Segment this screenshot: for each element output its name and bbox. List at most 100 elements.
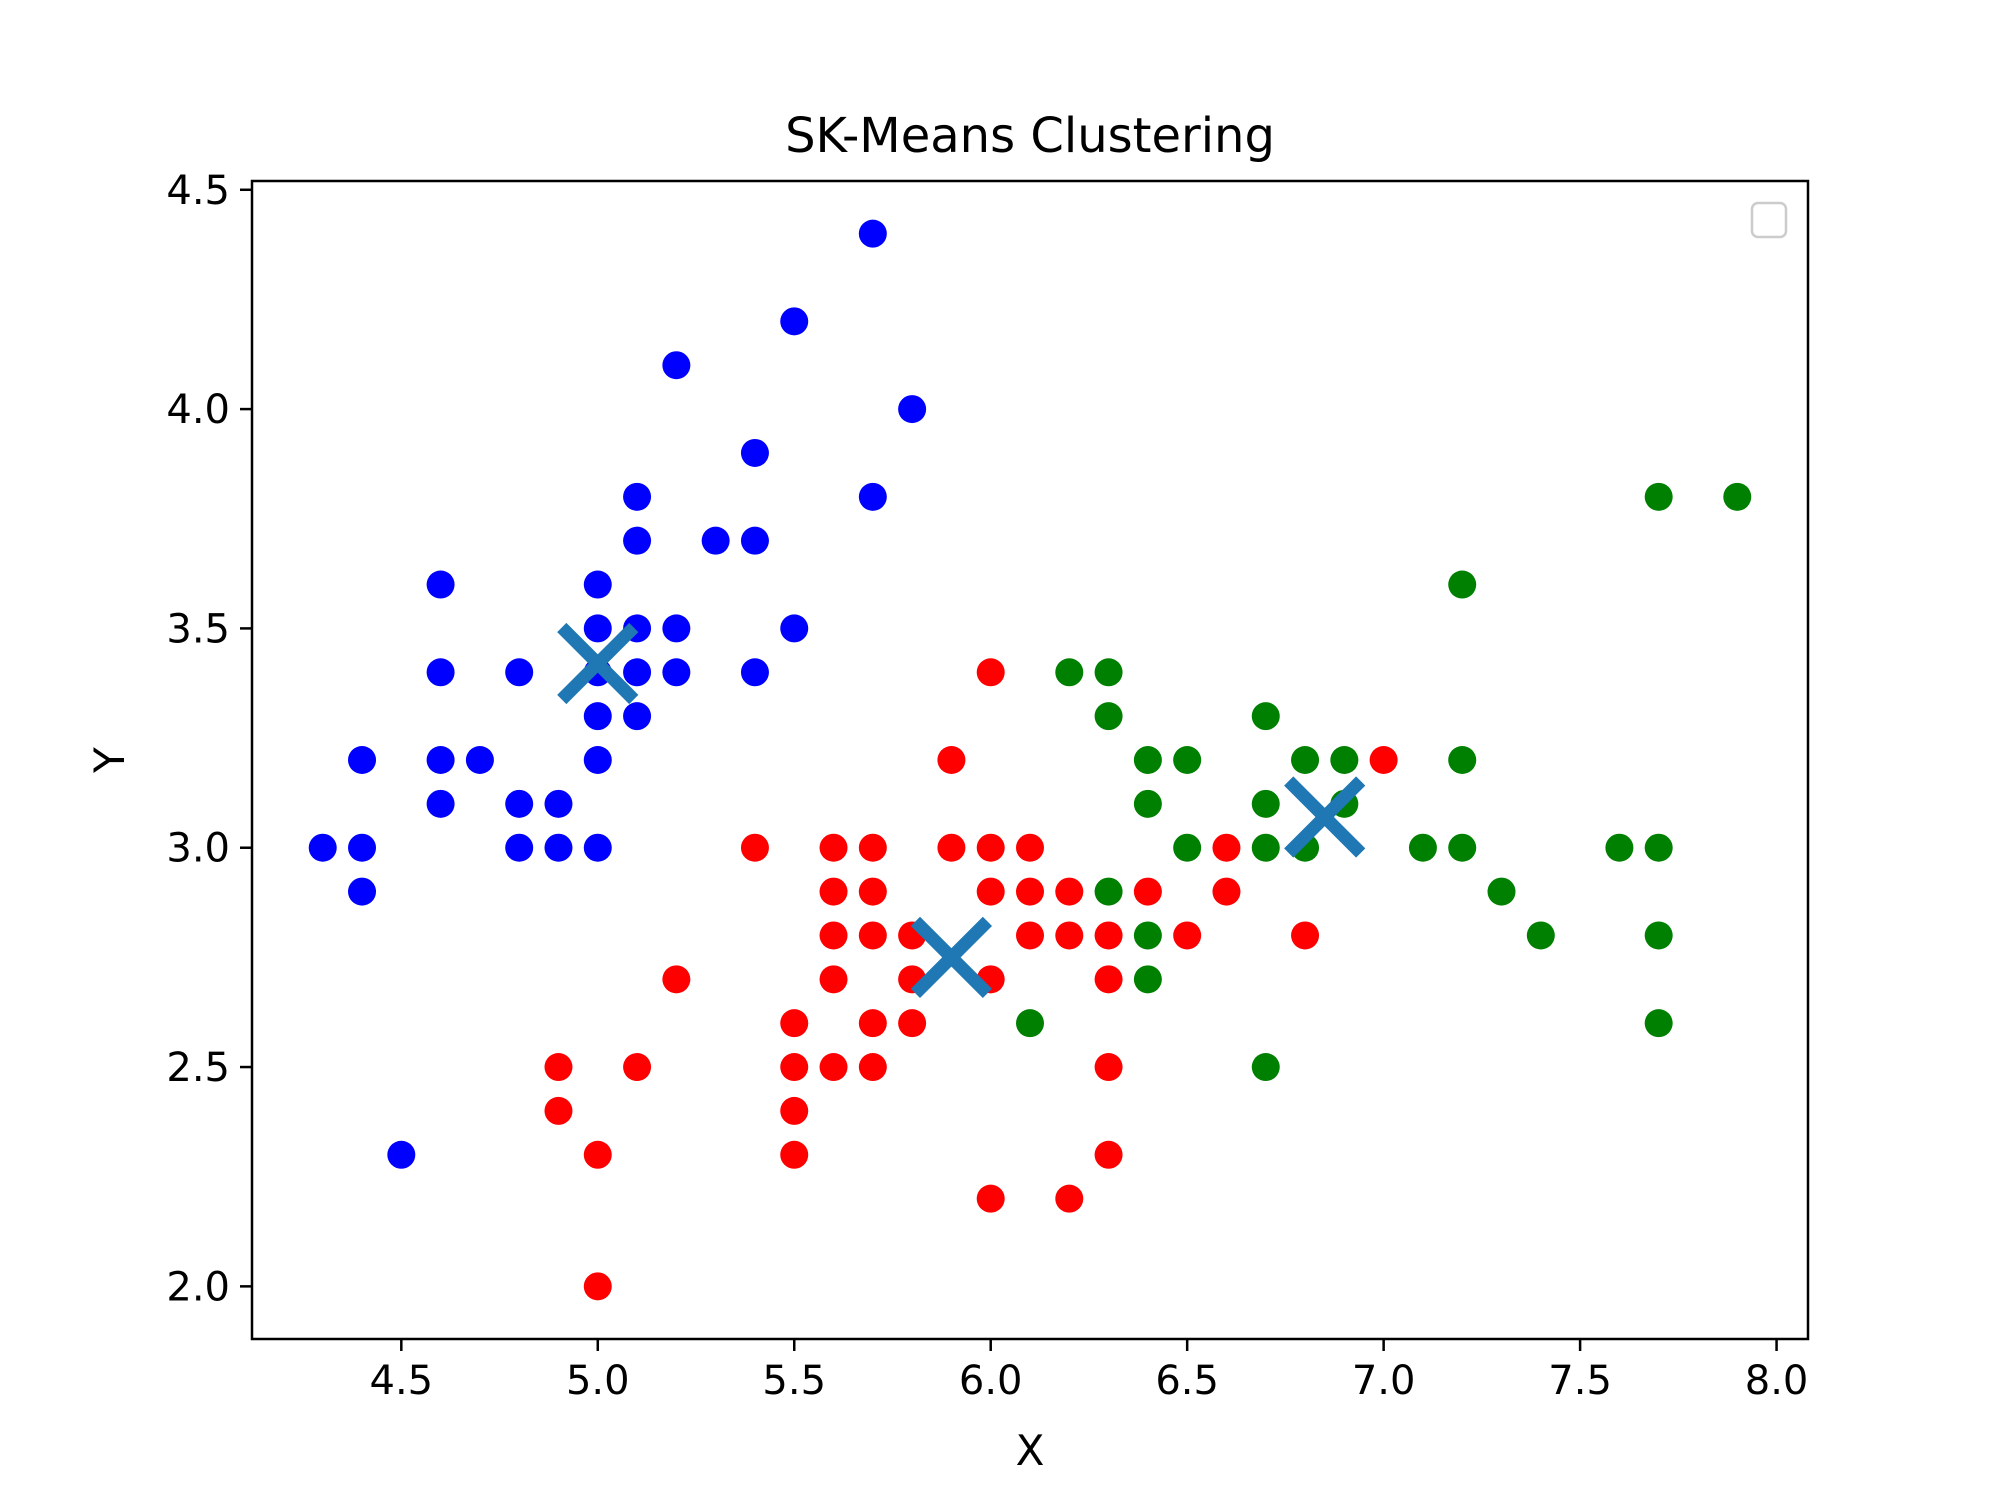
data-point [1448, 570, 1477, 599]
chart-title: SK-Means Clustering [785, 108, 1275, 164]
data-point [858, 921, 887, 950]
data-point [348, 877, 377, 906]
centroid-marker [557, 622, 639, 705]
data-point [701, 526, 730, 555]
data-point [1212, 877, 1241, 906]
data-point [583, 746, 612, 774]
data-point [623, 702, 652, 731]
centroid-stroke [1284, 776, 1366, 858]
data-point [819, 965, 848, 994]
data-point [1055, 921, 1084, 950]
y-tick-label: 4.5 [166, 168, 230, 214]
x-tick-label: 5.0 [566, 1358, 630, 1404]
data-point [426, 570, 455, 599]
data-point [387, 1140, 416, 1169]
data-point [623, 526, 652, 555]
data-point [348, 746, 377, 774]
data-point [1133, 789, 1162, 818]
data-point [976, 833, 1005, 862]
data-point [1016, 921, 1044, 950]
data-point [780, 1053, 809, 1082]
data-point [819, 1053, 848, 1082]
data-point [1173, 921, 1202, 950]
centroid-marker [910, 916, 993, 998]
data-point [1016, 833, 1044, 862]
data-point [1644, 1009, 1673, 1038]
data-point [1251, 789, 1280, 818]
data-point [623, 482, 652, 511]
y-tick-label: 4.0 [166, 387, 230, 433]
data-point [623, 1053, 652, 1082]
data-point [819, 833, 848, 862]
data-point [1291, 746, 1320, 774]
data-point [662, 614, 691, 643]
data-point [1094, 921, 1123, 950]
data-point [1055, 877, 1084, 906]
data-point [858, 1053, 887, 1082]
data-point [819, 921, 848, 950]
data-point [1133, 746, 1162, 774]
data-point [1291, 921, 1320, 950]
data-point [348, 833, 377, 862]
x-tick-label: 8.0 [1745, 1358, 1809, 1404]
x-tick-label: 7.0 [1352, 1358, 1416, 1404]
data-point [583, 1140, 612, 1169]
data-point [1644, 921, 1673, 950]
data-point [858, 482, 887, 511]
data-point [780, 1009, 809, 1038]
data-point [583, 702, 612, 731]
data-point [308, 833, 337, 862]
data-point [976, 658, 1005, 687]
data-point [858, 1009, 887, 1038]
data-point [662, 965, 691, 994]
data-point [465, 746, 494, 774]
data-point [544, 1096, 573, 1125]
data-point [1094, 1053, 1123, 1082]
data-point [1251, 833, 1280, 862]
data-point [544, 833, 573, 862]
data-point [544, 1053, 573, 1082]
data-point [740, 658, 769, 687]
data-point [583, 833, 612, 862]
data-point [858, 219, 887, 248]
data-point [1251, 702, 1280, 731]
data-point [1133, 921, 1162, 950]
data-point [426, 789, 455, 818]
data-point [1330, 746, 1359, 774]
data-point [1487, 877, 1516, 906]
data-point [505, 658, 534, 687]
centroid-marker [1284, 776, 1366, 858]
data-point [937, 833, 966, 862]
data-point [1094, 877, 1123, 906]
data-point [1133, 877, 1162, 906]
data-point [1094, 1140, 1123, 1169]
data-point [780, 307, 809, 336]
x-tick-label: 6.0 [959, 1358, 1023, 1404]
axes-frame [250, 179, 1810, 1341]
data-point [1448, 833, 1477, 862]
data-point [976, 877, 1005, 906]
x-tick-label: 5.5 [762, 1358, 826, 1404]
data-point [740, 438, 769, 467]
data-point [1251, 1053, 1280, 1082]
x-tick-label: 6.5 [1155, 1358, 1219, 1404]
data-point [1605, 833, 1634, 862]
centroid-stroke [910, 916, 993, 998]
y-tick-label: 2.5 [166, 1045, 230, 1091]
data-point [505, 833, 534, 862]
data-point [780, 1096, 809, 1125]
y-tick-label: 2.0 [166, 1264, 230, 1310]
data-point [1644, 833, 1673, 862]
data-point [1212, 833, 1241, 862]
data-point [740, 526, 769, 555]
plot-area: 4.5 5.0 5.5 6.0 6.5 7.0 7.5 8.0 2.0 2.5 3.0 3.5 4.0 4… [166, 168, 1810, 1404]
data-point [780, 1140, 809, 1169]
data-point [583, 614, 612, 643]
data-point [858, 833, 887, 862]
data-point [426, 746, 455, 774]
data-point [740, 833, 769, 862]
data-point [1055, 1184, 1084, 1213]
data-point [1526, 921, 1555, 950]
centroid-stroke [557, 622, 639, 705]
data-point [1094, 658, 1123, 687]
